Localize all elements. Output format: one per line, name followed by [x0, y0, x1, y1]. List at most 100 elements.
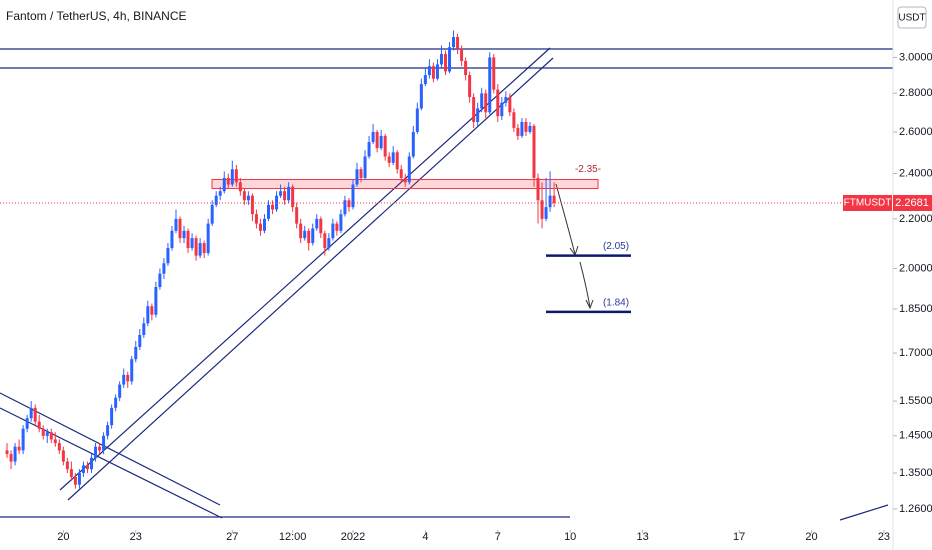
- candle-body: [158, 273, 162, 287]
- x-tick-label: 4: [422, 531, 428, 543]
- candle-body: [484, 93, 488, 113]
- arrow-head: [585, 299, 594, 310]
- last-price-label: 2.2681: [895, 197, 929, 209]
- candle-body: [246, 195, 250, 201]
- candle-body: [267, 204, 271, 219]
- candle-body: [118, 384, 122, 398]
- candle-body: [106, 425, 110, 436]
- candle-body: [202, 243, 206, 254]
- y-tick-label: 2.0000: [899, 262, 932, 274]
- candle-body: [431, 66, 435, 79]
- candle-body: [226, 177, 230, 185]
- candle-body: [552, 195, 556, 203]
- candle-body: [57, 443, 61, 451]
- candle-body: [49, 432, 53, 440]
- candle-body: [230, 169, 234, 185]
- candle-body: [122, 374, 126, 385]
- x-tick-label: 23: [130, 531, 142, 543]
- currency: USDT: [898, 13, 925, 24]
- candle-body: [190, 238, 194, 249]
- candle-body: [114, 397, 118, 408]
- candle-body: [250, 195, 254, 215]
- y-tick-label: 1.8500: [899, 303, 932, 315]
- candle-body: [548, 195, 552, 208]
- candle-body: [448, 47, 452, 72]
- candle-body: [238, 182, 242, 192]
- y-tick-label: 2.8000: [899, 87, 932, 99]
- candle-body: [25, 418, 29, 429]
- candle-body: [395, 152, 399, 170]
- candle-body: [452, 37, 456, 48]
- candle-body: [307, 230, 311, 244]
- y-tick-label: 1.2600: [899, 503, 932, 515]
- candle-body: [186, 230, 190, 249]
- x-tick-label: 12:00: [279, 531, 307, 543]
- candle-body: [194, 238, 198, 256]
- candle-body: [367, 142, 371, 157]
- candle-body: [371, 131, 375, 143]
- x-tick-label: 20: [57, 531, 69, 543]
- candle-body: [532, 125, 536, 178]
- candle-body: [315, 218, 319, 229]
- candle-body: [162, 263, 166, 274]
- y-tick-label: 1.7000: [899, 347, 932, 359]
- candle-body: [508, 97, 512, 113]
- candle-body: [391, 152, 395, 163]
- candle-body: [327, 238, 331, 249]
- candle-body: [464, 60, 468, 76]
- arrow: [555, 183, 576, 255]
- candle-body: [383, 135, 387, 157]
- y-tick-label: 1.5500: [899, 395, 932, 407]
- candle-body: [512, 112, 516, 128]
- candle-body: [102, 435, 106, 451]
- currency-box[interactable]: [897, 6, 927, 29]
- candle-body: [94, 446, 98, 458]
- candle-body: [476, 108, 480, 122]
- candle-body: [271, 204, 275, 210]
- candle-body: [488, 57, 492, 113]
- candle-body: [198, 243, 202, 256]
- y-tick-label: 2.2000: [899, 213, 932, 225]
- x-tick-label: 2022: [341, 531, 365, 543]
- candle-body: [331, 223, 335, 239]
- candle-body: [69, 469, 73, 477]
- candle-body: [170, 230, 174, 249]
- candle-body: [41, 428, 45, 436]
- trend-line: [0, 407, 223, 519]
- candle-body: [472, 97, 476, 122]
- candle-body: [218, 191, 222, 196]
- candle-body: [29, 407, 33, 419]
- candle-body: [234, 169, 238, 183]
- candle-body: [496, 89, 500, 117]
- candle-body: [399, 169, 403, 178]
- plot: [0, 30, 893, 489]
- zone-label: -2.35-: [575, 164, 601, 175]
- candle-body: [456, 37, 460, 49]
- candle-body: [291, 186, 295, 208]
- candle-body: [126, 374, 130, 382]
- candle-body: [492, 57, 496, 90]
- candle-body: [335, 223, 339, 231]
- candle-body: [5, 450, 9, 455]
- x-tick-label: 23: [878, 531, 890, 543]
- candle-body: [254, 214, 258, 224]
- candle-body: [540, 200, 544, 219]
- candle-body: [77, 473, 81, 485]
- candle-body: [303, 230, 307, 239]
- candle-body: [339, 214, 343, 231]
- candle-body: [411, 131, 415, 157]
- candle-body: [73, 476, 77, 485]
- candle-body: [415, 108, 419, 132]
- arrow: [579, 261, 591, 308]
- candle-body: [427, 66, 431, 76]
- trend-line: [59, 47, 551, 491]
- candle-body: [214, 195, 218, 205]
- candle-body: [110, 407, 114, 426]
- candle-body: [85, 465, 89, 470]
- candle-body: [480, 93, 484, 109]
- price-tag: [893, 194, 932, 211]
- x-tick-label: 20: [805, 531, 817, 543]
- x-tick-label: 13: [636, 531, 648, 543]
- candle-body: [262, 218, 266, 231]
- candle-body: [242, 191, 246, 201]
